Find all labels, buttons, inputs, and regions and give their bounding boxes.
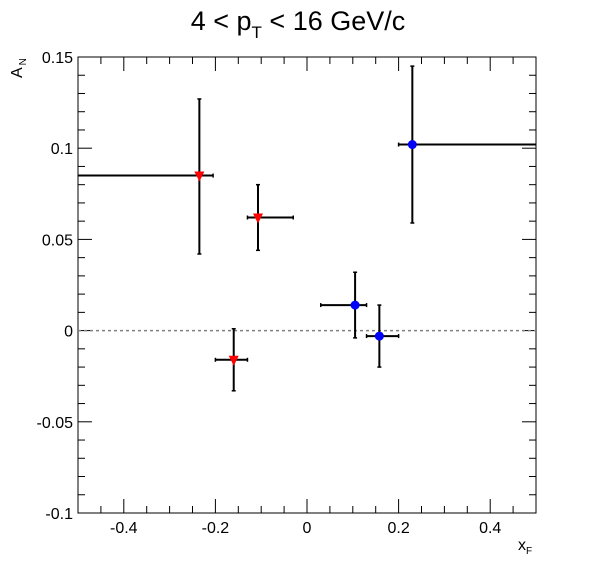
y-tick-label: 0.15 <box>42 50 73 67</box>
data-point-circle <box>374 331 384 341</box>
data-point-triangle <box>228 355 239 366</box>
x-tick-label: -0.4 <box>110 520 138 537</box>
y-tick-label: 0.05 <box>42 232 73 249</box>
y-axis-title: AN <box>9 58 29 78</box>
data-point-circle <box>407 140 417 150</box>
x-tick-label: 0 <box>303 520 312 537</box>
y-tick-label: -0.05 <box>37 415 74 432</box>
data-point-circle <box>350 300 360 310</box>
chart-title-subscript: T <box>252 23 262 42</box>
data-point-triangle <box>252 213 263 224</box>
x-tick-label: 0.2 <box>387 520 409 537</box>
data-point-triangle <box>194 171 205 182</box>
x-tick-label: -0.2 <box>202 520 230 537</box>
x-tick-label: 0.4 <box>479 520 501 537</box>
y-tick-label: 0.1 <box>51 141 73 158</box>
chart-title: 4 < pT < 16 GeV/c <box>191 6 406 42</box>
y-tick-label: -0.1 <box>45 506 73 523</box>
x-axis-title: xF <box>518 537 532 557</box>
y-tick-label: 0 <box>64 324 73 341</box>
